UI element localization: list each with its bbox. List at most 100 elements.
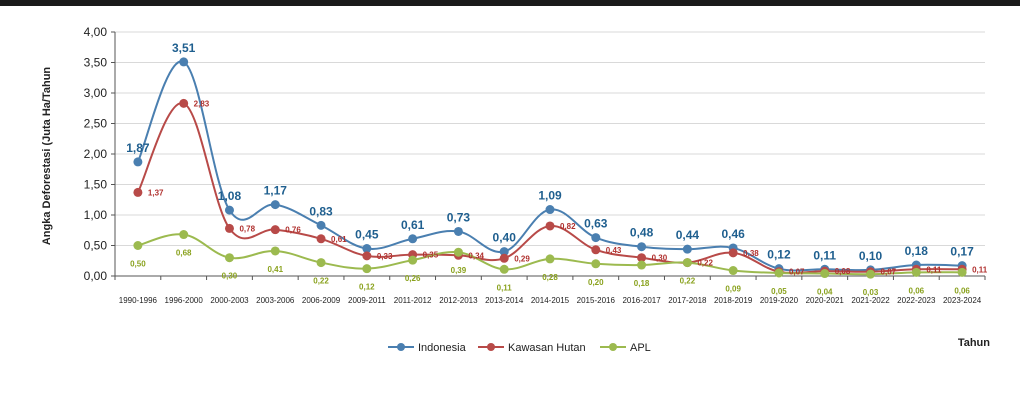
x-tick-label: 2009-2011: [348, 296, 386, 305]
data-point: [682, 258, 692, 268]
data-label: 0,03: [863, 288, 879, 297]
data-label: 0,61: [331, 235, 347, 244]
data-point: [637, 260, 647, 270]
x-tick-label: 2020-2021: [806, 296, 845, 305]
x-tick-label: 2018-2019: [714, 296, 753, 305]
y-tick-label: 0,50: [84, 239, 108, 253]
data-label: 0,46: [721, 227, 745, 241]
data-label: 0,34: [468, 251, 484, 260]
legend-label-2: APL: [630, 342, 651, 354]
y-tick-label: 4,00: [84, 25, 108, 39]
data-point: [316, 220, 326, 230]
x-tick-label: 2012-2013: [439, 296, 478, 305]
data-label: 0,30: [222, 272, 238, 281]
data-point: [728, 248, 738, 258]
y-axis-label: Angka Deforestasi (Juta Ha/Tahun: [41, 67, 53, 246]
data-label: 0,63: [584, 217, 608, 231]
data-point: [362, 264, 372, 274]
x-tick-label: 2000-2003: [210, 296, 249, 305]
x-tick-label: 2013-2014: [485, 296, 524, 305]
data-label: 0,11: [926, 265, 942, 274]
data-label: 0,76: [285, 226, 301, 235]
x-tick-label: 2006-2009: [302, 296, 341, 305]
series-line-0: [136, 60, 963, 272]
data-point: [179, 57, 189, 67]
data-label: 0,12: [359, 283, 375, 292]
y-tick-label: 0,00: [84, 269, 108, 283]
data-label: 0,40: [493, 231, 517, 245]
data-point: [133, 241, 143, 250]
data-label: 0,18: [634, 279, 650, 288]
data-point: [957, 267, 967, 277]
data-label: 0,39: [451, 266, 467, 275]
data-label: 0,11: [972, 265, 988, 274]
y-tick-label: 1,50: [84, 178, 108, 192]
data-label: 0,26: [405, 274, 421, 283]
x-tick-label: 2021-2022: [851, 296, 890, 305]
data-point: [453, 247, 463, 257]
legend-marker-2: [609, 343, 617, 351]
series-group: [133, 57, 967, 279]
data-label: 0,09: [725, 285, 741, 294]
data-label: 0,50: [130, 260, 146, 269]
y-axis-ticks: 0,00 0,50 1,00 1,50 2,00 2,50 3,00 3,50 4,00: [84, 25, 108, 283]
x-tick-label: 2003-2006: [256, 296, 295, 305]
x-tick-label: 2019-2020: [760, 296, 799, 305]
data-point: [453, 226, 463, 236]
data-label: 0,83: [309, 204, 333, 218]
data-point: [270, 246, 280, 256]
data-label: 0,61: [401, 218, 425, 232]
y-tick-label: 3,00: [84, 86, 108, 100]
data-point: [316, 234, 326, 244]
data-label: 0,06: [954, 286, 970, 295]
data-label: 0,04: [817, 288, 833, 297]
y-tick-label: 2,00: [84, 147, 108, 161]
data-point: [179, 98, 189, 108]
data-point: [408, 234, 418, 244]
data-label: 0,28: [542, 273, 558, 282]
legend-marker-0: [397, 343, 405, 351]
data-label: 0,82: [560, 222, 576, 231]
data-point: [224, 253, 234, 263]
data-point: [728, 266, 738, 276]
x-tick-label: 2023-2024: [943, 296, 982, 305]
data-point: [820, 269, 830, 279]
data-label: 0,12: [767, 248, 791, 262]
data-label: 0,11: [497, 283, 513, 292]
data-point: [545, 254, 555, 264]
data-point: [499, 264, 509, 274]
data-label: 0,41: [267, 265, 283, 274]
data-label: 0,22: [313, 277, 329, 286]
data-label: 2,83: [194, 99, 210, 108]
data-point: [362, 251, 372, 261]
x-axis-ticks: 1990-1996 1996-2000 2000-2003 2003-2006 2006…: [119, 296, 982, 305]
data-label: 0,17: [950, 245, 974, 259]
x-tick-label: 2015-2016: [577, 296, 616, 305]
y-tick-label: 3,50: [84, 56, 108, 70]
grid-lines: [111, 31, 986, 280]
data-label: 0,73: [447, 210, 471, 224]
x-axis-label: Tahun: [958, 337, 990, 349]
data-label: 0,29: [514, 254, 530, 263]
data-label: 0,45: [355, 228, 379, 242]
data-label: 0,30: [652, 254, 668, 263]
data-label: 0,68: [176, 249, 192, 258]
data-label: 1,37: [148, 188, 164, 197]
data-label: 0,38: [743, 249, 759, 258]
data-label: 0,08: [835, 267, 851, 276]
top-border: [0, 0, 1020, 6]
x-tick-label: 1990-1996: [119, 296, 158, 305]
data-point: [270, 200, 280, 210]
data-point: [224, 223, 234, 233]
data-point: [499, 247, 509, 257]
data-point: [866, 269, 876, 279]
data-label: 1,09: [538, 189, 562, 203]
x-tick-label: 2017-2018: [668, 296, 707, 305]
data-label: 1,87: [126, 141, 150, 155]
data-point: [591, 259, 601, 269]
data-point: [316, 258, 326, 268]
data-label: 1,08: [218, 189, 242, 203]
x-tick-label: 2011-2012: [394, 296, 432, 305]
data-label: 0,43: [606, 246, 622, 255]
